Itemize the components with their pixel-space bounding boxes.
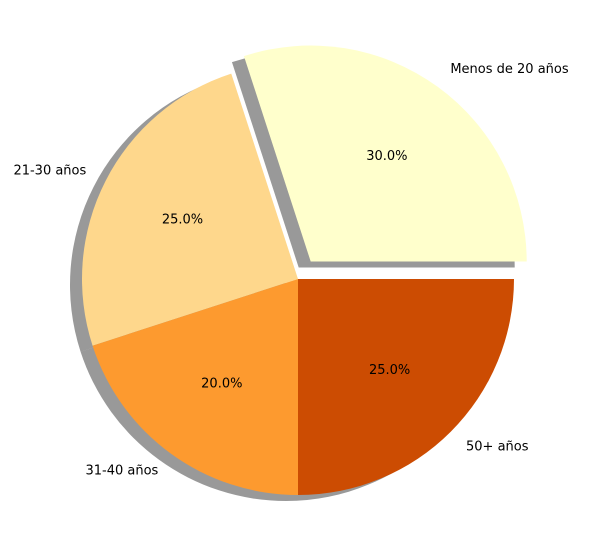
- slice-percent-menos-de-20-anos: 30.0%: [366, 149, 407, 164]
- pie-slice-menos-de-20-anos: [243, 45, 527, 262]
- slice-labels: Menos de 20 años 30.0% 21-30 años 25.0% 31-4…: [13, 62, 568, 479]
- slice-percent-21-30-anos: 25.0%: [162, 213, 203, 228]
- slices: [82, 45, 527, 496]
- slice-percent-50plus-anos: 25.0%: [369, 363, 410, 378]
- slice-label-50plus-anos: 50+ años: [466, 440, 529, 455]
- slice-percent-31-40-anos: 20.0%: [201, 376, 242, 391]
- slice-label-31-40-anos: 31-40 años: [85, 464, 158, 479]
- slice-label-21-30-anos: 21-30 años: [13, 164, 86, 179]
- pie-slice-21-30-anos: [82, 73, 298, 346]
- slice-label-menos-de-20-anos: Menos de 20 años: [450, 62, 569, 77]
- pie-slice-50plus-anos: [298, 279, 514, 495]
- pie-slice-31-40-anos: [92, 279, 298, 496]
